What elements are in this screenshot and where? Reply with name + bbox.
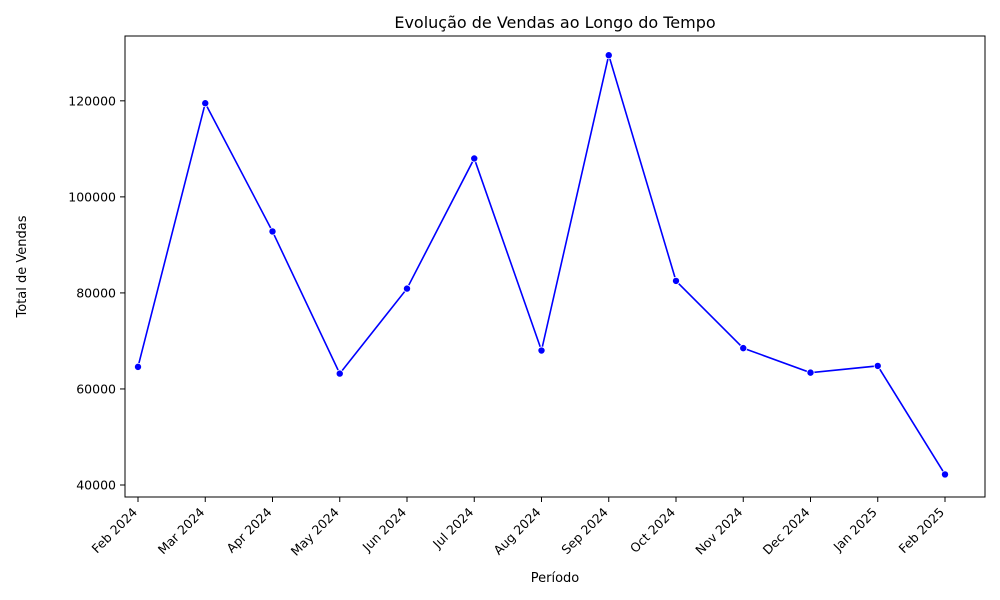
x-axis: Feb 2024 Mar 2024 Apr 2024 May 2024 Jun 2024… [89, 497, 948, 559]
chart-title: Evolução de Vendas ao Longo do Tempo [394, 13, 715, 32]
y-tick-label: 60000 [76, 381, 116, 396]
plot-frame [124, 35, 986, 498]
plot-area [133, 51, 950, 479]
y-tick-label: 40000 [76, 477, 116, 492]
x-tick-label: Sep 2024 [558, 504, 611, 557]
data-point [201, 99, 210, 108]
x-tick-label: Apr 2024 [223, 504, 274, 555]
data-point [604, 51, 613, 60]
data-point [806, 368, 815, 377]
x-tick-label: Jan 2025 [830, 505, 880, 555]
data-point [133, 362, 142, 371]
x-tick-label: Feb 2024 [89, 504, 141, 556]
data-point [537, 346, 546, 355]
x-tick-label: Aug 2024 [490, 504, 543, 557]
x-tick-label: Jul 2024 [429, 504, 476, 551]
x-tick-label: Feb 2025 [896, 505, 948, 557]
data-point [739, 344, 748, 353]
data-point [335, 369, 344, 378]
data-point [941, 470, 950, 479]
y-tick-label: 100000 [68, 189, 116, 204]
y-tick-label: 120000 [68, 93, 116, 108]
data-point [268, 227, 277, 236]
x-tick-label: Nov 2024 [692, 504, 745, 557]
x-axis-label: Período [531, 571, 580, 586]
x-tick-label: Mar 2024 [155, 504, 208, 557]
y-axis: 40000 60000 80000 100000 120000 [68, 93, 125, 492]
x-tick-label: May 2024 [288, 504, 342, 558]
y-axis-label: Total de Vendas [15, 215, 30, 318]
x-tick-label: Dec 2024 [760, 504, 813, 557]
series-line [137, 52, 946, 475]
x-tick-label: Oct 2024 [627, 504, 678, 555]
x-tick-label: Jun 2024 [359, 504, 409, 554]
data-point [873, 361, 882, 370]
data-point [402, 284, 411, 293]
data-point [470, 154, 479, 163]
y-tick-label: 80000 [76, 285, 116, 300]
data-point [672, 276, 681, 285]
